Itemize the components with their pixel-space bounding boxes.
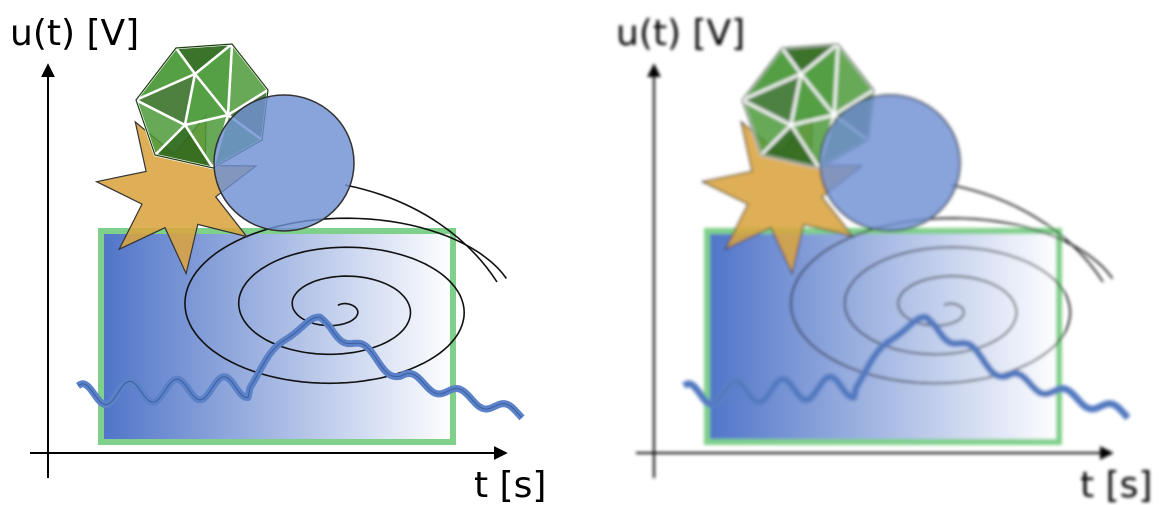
gradient-rectangle [704,228,1062,445]
gradient-rectangle [98,228,456,445]
blurred-diagram-svg: u(t) [V] t [s] [616,13,1152,505]
ribbon-edge [683,316,1129,419]
spiral-tail [950,184,1104,283]
x-axis-label: t [s] [474,465,546,505]
y-axis-label: u(t) [V] [10,13,139,54]
blue-circle [819,94,961,232]
spiral-tail [344,184,498,283]
sharp-diagram-svg: u(t) [V] t [s] [10,13,546,505]
diagram-panel-blurred: u(t) [V] t [s] [606,0,1167,505]
blue-circle [213,94,355,232]
y-axis-label: u(t) [V] [616,13,745,54]
diagram-panel-sharp: u(t) [V] t [s] [10,13,546,505]
ribbon-edge [77,316,523,419]
x-axis-label: t [s] [1080,465,1152,505]
